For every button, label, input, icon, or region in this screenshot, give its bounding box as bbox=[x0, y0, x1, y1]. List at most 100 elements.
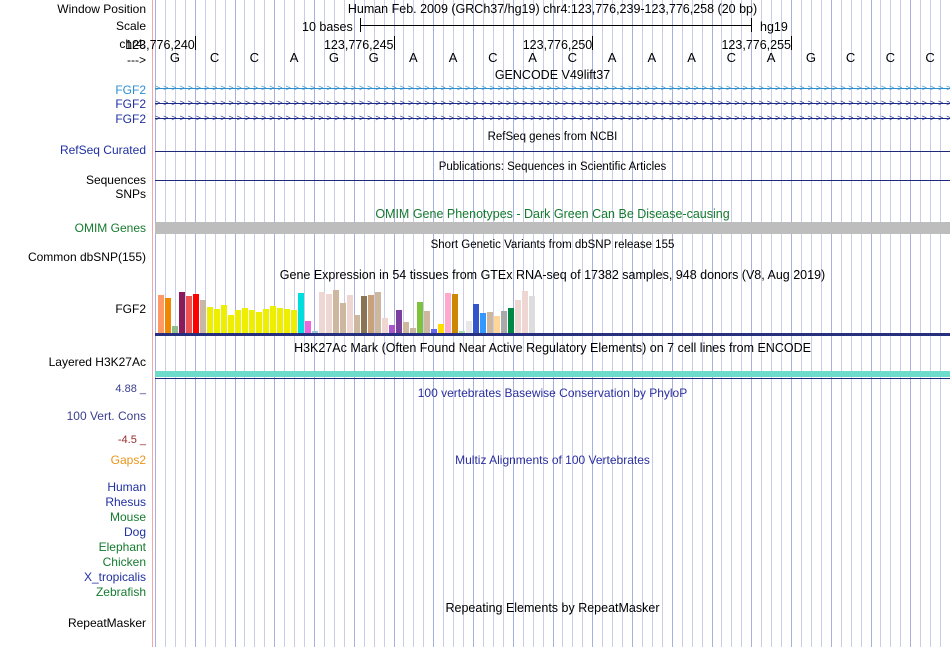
gtex-tissue-bar[interactable] bbox=[305, 321, 312, 335]
gtex-tissue-bar[interactable] bbox=[235, 309, 242, 335]
gtex-tissue-bar[interactable] bbox=[249, 309, 256, 335]
gtex-tissue-bar[interactable] bbox=[221, 304, 228, 335]
gtex-tissue-bar[interactable] bbox=[424, 310, 431, 335]
gtex-tissue-bar[interactable] bbox=[340, 302, 347, 335]
gencode-transcript-row-3[interactable]: >>>>>>>>>>>>>>>>>>>>>>>>>>>>>>>>>>>>>>>>… bbox=[155, 113, 950, 124]
gtex-tissue-bar[interactable] bbox=[389, 325, 396, 335]
gtex-tissue-bar[interactable] bbox=[508, 307, 515, 335]
dbsnp-track-title[interactable]: Short Genetic Variants from dbSNP releas… bbox=[430, 239, 675, 251]
reference-base: A bbox=[766, 50, 776, 65]
h3k27ac-track-title[interactable]: H3K27Ac Mark (Often Found Near Active Re… bbox=[294, 341, 811, 355]
gtex-tissue-bar[interactable] bbox=[319, 291, 326, 335]
refseq-track-title[interactable]: RefSeq genes from NCBI bbox=[487, 131, 618, 143]
position-tick-mark bbox=[194, 36, 196, 50]
label-repeatmasker[interactable]: RepeatMasker bbox=[67, 616, 146, 630]
gtex-tissue-bar[interactable] bbox=[228, 315, 235, 335]
label-publications-snps[interactable]: SNPs bbox=[115, 187, 146, 201]
label-species-rhesus[interactable]: Rhesus bbox=[105, 495, 146, 509]
gtex-tissue-bar[interactable] bbox=[501, 310, 508, 335]
gencode-transcript-row-2[interactable]: >>>>>>>>>>>>>>>>>>>>>>>>>>>>>>>>>>>>>>>>… bbox=[155, 98, 950, 109]
gtex-tissue-bar[interactable] bbox=[284, 308, 291, 335]
gtex-tissue-bar[interactable] bbox=[431, 329, 438, 335]
gtex-tissue-bar[interactable] bbox=[403, 322, 410, 335]
gtex-tissue-bar[interactable] bbox=[368, 294, 375, 335]
reference-base: C bbox=[726, 50, 737, 65]
gtex-tissue-bar[interactable] bbox=[207, 306, 214, 335]
gtex-tissue-bar[interactable] bbox=[333, 290, 340, 335]
gtex-tissue-bar[interactable] bbox=[487, 311, 494, 335]
gencode-track-title[interactable]: GENCODE V49lift37 bbox=[494, 68, 611, 82]
reference-base: A bbox=[528, 50, 537, 65]
publications-track-title[interactable]: Publications: Sequences in Scientific Ar… bbox=[438, 161, 667, 173]
gtex-tissue-bar[interactable] bbox=[179, 291, 186, 335]
label-species-x-tropicalis[interactable]: X_tropicalis bbox=[83, 570, 146, 584]
publications-sequences-line[interactable] bbox=[155, 180, 950, 181]
position-tick-mark bbox=[791, 36, 792, 50]
label-gtex-fgf2[interactable]: FGF2 bbox=[115, 302, 146, 316]
gtex-tissue-bar[interactable] bbox=[193, 293, 200, 335]
reference-base: C bbox=[249, 50, 260, 65]
gencode-transcript-row-1[interactable]: >>>>>>>>>>>>>>>>>>>>>>>>>>>>>>>>>>>>>>>>… bbox=[155, 83, 950, 94]
gtex-tissue-bar[interactable] bbox=[452, 293, 459, 335]
label-species-elephant[interactable]: Elephant bbox=[98, 540, 146, 554]
gtex-tissue-bar[interactable] bbox=[515, 299, 522, 335]
gtex-tissue-bar[interactable] bbox=[326, 293, 333, 335]
gtex-tissue-bar[interactable] bbox=[354, 315, 361, 335]
gtex-tissue-bar[interactable] bbox=[186, 295, 193, 335]
position-tick-mark bbox=[592, 36, 594, 50]
gtex-tissue-bar[interactable] bbox=[396, 309, 403, 335]
position-tick-label: 123,776,240 bbox=[125, 38, 195, 52]
gtex-tissue-bar[interactable] bbox=[165, 297, 172, 335]
gtex-tissue-bar[interactable] bbox=[277, 307, 284, 335]
gtex-tissue-bar[interactable] bbox=[200, 299, 207, 335]
gtex-track-title[interactable]: Gene Expression in 54 tissues from GTEx … bbox=[279, 268, 826, 282]
gtex-tissue-bar[interactable] bbox=[214, 308, 221, 335]
gtex-tissue-bar[interactable] bbox=[375, 291, 382, 335]
track-label-column: Window Position Scale chr4: ---> FGF2 FG… bbox=[0, 0, 150, 647]
gtex-tissue-bar[interactable] bbox=[438, 324, 445, 335]
gtex-tissue-bar[interactable] bbox=[270, 305, 277, 335]
label-species-human[interactable]: Human bbox=[107, 480, 146, 494]
gtex-tissue-bar[interactable] bbox=[480, 312, 487, 335]
strand-arrows-icon: >>>>>>>>>>>>>>>>>>>>>>>>>>>>>>>>>>>>>>>>… bbox=[155, 98, 950, 108]
gtex-tissue-bar[interactable] bbox=[361, 295, 368, 335]
label-species-chicken[interactable]: Chicken bbox=[102, 555, 146, 569]
h3k27ac-signal-band[interactable] bbox=[155, 371, 950, 377]
label-gencode-row-2[interactable]: FGF2 bbox=[115, 97, 146, 111]
gtex-tissue-bar[interactable] bbox=[382, 318, 389, 335]
refseq-gene-line[interactable] bbox=[155, 151, 950, 152]
gtex-tissue-bar[interactable] bbox=[466, 321, 473, 335]
gtex-tissue-bar[interactable] bbox=[263, 308, 270, 335]
gtex-tissue-bar[interactable] bbox=[473, 303, 480, 335]
label-species-zebrafish[interactable]: Zebrafish bbox=[95, 585, 146, 599]
label-gencode-row-1[interactable]: FGF2 bbox=[115, 83, 146, 97]
repeatmasker-track-title[interactable]: Repeating Elements by RepeatMasker bbox=[445, 601, 660, 615]
gtex-tissue-bar[interactable] bbox=[522, 290, 529, 335]
label-gencode-row-3[interactable]: FGF2 bbox=[115, 112, 146, 126]
gtex-tissue-bar[interactable] bbox=[494, 316, 501, 335]
gtex-tissue-bar[interactable] bbox=[298, 292, 305, 335]
omim-gene-band[interactable] bbox=[155, 222, 950, 234]
conservation-track-title[interactable]: 100 vertebrates Basewise Conservation by… bbox=[417, 386, 688, 400]
gtex-tissue-bar[interactable] bbox=[242, 307, 249, 335]
gtex-tissue-bar[interactable] bbox=[529, 295, 536, 335]
gtex-tissue-bar[interactable] bbox=[417, 301, 424, 335]
gtex-tissue-bar[interactable] bbox=[158, 294, 165, 335]
label-species-dog[interactable]: Dog bbox=[123, 525, 146, 539]
label-species-mouse[interactable]: Mouse bbox=[109, 510, 146, 524]
label-100-vert-cons[interactable]: 100 Vert. Cons bbox=[66, 409, 146, 423]
label-common-dbsnp[interactable]: Common dbSNP(155) bbox=[27, 250, 146, 264]
label-publications-sequences[interactable]: Sequences bbox=[85, 173, 146, 187]
label-refseq-curated[interactable]: RefSeq Curated bbox=[59, 143, 146, 157]
label-gaps2[interactable]: Gaps2 bbox=[110, 453, 146, 467]
label-omim-genes[interactable]: OMIM Genes bbox=[74, 221, 146, 235]
gtex-tissue-bar[interactable] bbox=[291, 309, 298, 335]
multiz-track-title[interactable]: Multiz Alignments of 100 Vertebrates bbox=[455, 453, 650, 467]
reference-base: C bbox=[488, 50, 498, 65]
gtex-tissue-bar[interactable] bbox=[256, 311, 263, 335]
omim-track-title[interactable]: OMIM Gene Phenotypes - Dark Green Can Be… bbox=[375, 207, 730, 221]
gtex-tissue-bar[interactable] bbox=[445, 292, 452, 335]
gtex-tissue-bar[interactable] bbox=[347, 294, 354, 335]
label-layered-h3k27ac[interactable]: Layered H3K27Ac bbox=[48, 355, 146, 369]
gtex-expression-barchart[interactable] bbox=[155, 288, 950, 335]
